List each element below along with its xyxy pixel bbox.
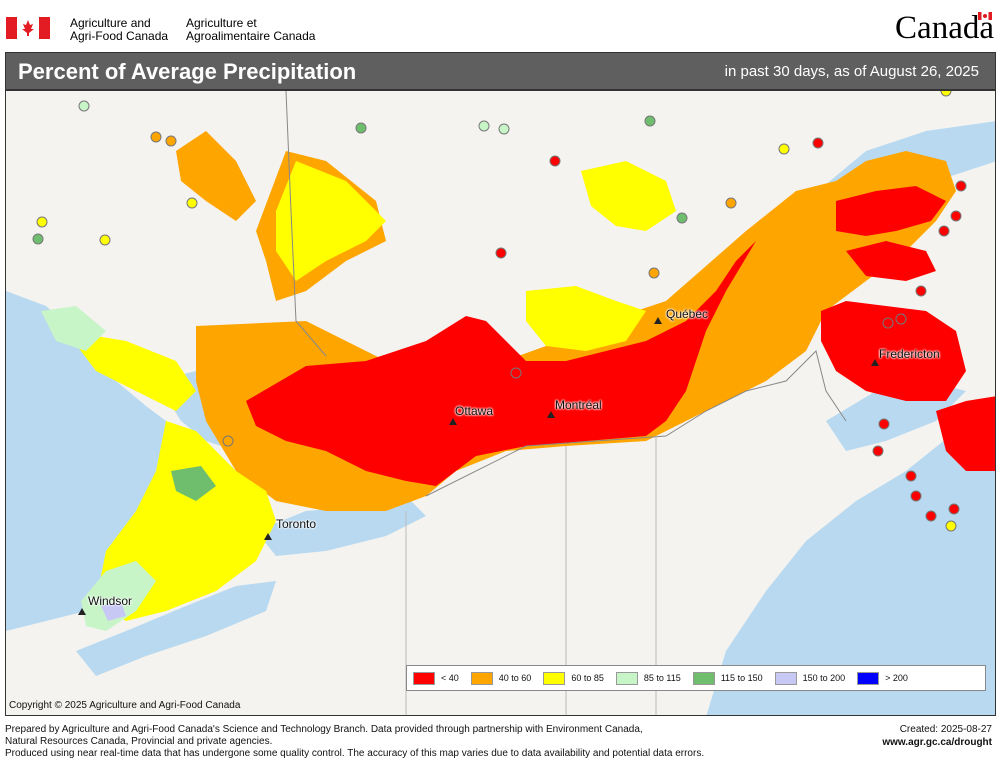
- zone-yellow-north3: [581, 161, 676, 231]
- fredericton-marker: [871, 359, 879, 366]
- atlantic-ocean: [706, 411, 995, 715]
- legend-swatch-60-85: [543, 671, 566, 685]
- zone-lightgreen-bruce: [41, 306, 106, 351]
- legend-label: 115 to 150: [720, 673, 763, 683]
- quebec-marker: [654, 317, 662, 324]
- footer-line1: Prepared by Agriculture and Agri-Food Ca…: [5, 724, 643, 735]
- city-label-fredericton: Fredericton: [879, 347, 940, 361]
- station-dots: [32, 91, 967, 532]
- legend-swatch-150-200: [774, 671, 797, 685]
- legend-item: 150 to 200: [774, 671, 846, 685]
- legend-swatch-115-150: [692, 671, 715, 685]
- montreal-marker: [547, 411, 555, 418]
- legend-label: 85 to 115: [643, 673, 681, 683]
- city-label-ottawa: Ottawa: [455, 404, 494, 418]
- zone-yellow-bruce: [66, 331, 196, 411]
- zone-red-nova-scotia: [936, 396, 995, 471]
- org-en-line2: Agri-Food Canada: [70, 29, 169, 43]
- lake-ontario: [256, 501, 426, 556]
- legend-label: > 200: [885, 673, 908, 683]
- legend-item: 85 to 115: [615, 671, 681, 685]
- map-legend: < 40 40 to 60 60 to 85 85 to 115 115 to …: [406, 665, 986, 691]
- legend-item: > 200: [857, 671, 908, 685]
- title-bar: Percent of Average Precipitation in past…: [5, 52, 996, 90]
- zone-orange-north1: [176, 131, 256, 221]
- org-fr-line2: Agroalimentaire Canada: [186, 29, 316, 43]
- legend-item: < 40: [413, 671, 459, 685]
- org-fr-line1: Agriculture et: [186, 16, 257, 30]
- precipitation-map: Québec Fredericton Ottawa Montréal Toron…: [5, 90, 996, 716]
- lake-michigan: [6, 421, 66, 621]
- border-canada-us: [425, 350, 847, 497]
- zone-red-eastern-ontario-quebec: [246, 241, 756, 486]
- footer-notes: Prepared by Agriculture and Agri-Food Ca…: [5, 724, 765, 760]
- zone-red-gaspe: [836, 186, 946, 236]
- zone-lightgreen-windsor: [81, 561, 156, 631]
- legend-item: 40 to 60: [470, 671, 532, 685]
- map-subtitle: in past 30 days, as of August 26, 2025: [724, 63, 979, 80]
- legend-label: 40 to 60: [498, 673, 532, 683]
- footer: Prepared by Agriculture and Agri-Food Ca…: [5, 720, 996, 764]
- org-name-french: Agriculture et Agroalimentaire Canada: [186, 17, 315, 43]
- legend-item: 60 to 85: [543, 671, 604, 685]
- zone-yellow-north: [276, 161, 386, 281]
- header: Agriculture and Agri-Food Canada Agricul…: [0, 0, 1004, 50]
- drought-url-link[interactable]: www.agr.gc.ca/drought: [882, 737, 992, 748]
- lake-erie: [76, 581, 276, 676]
- zone-lavender-windsor: [101, 601, 126, 621]
- canada-wordmark: Canada: [895, 10, 994, 46]
- map-title: Percent of Average Precipitation: [18, 59, 357, 84]
- zone-red-gaspe-south: [846, 241, 936, 281]
- created-date: Created: 2025-08-27: [899, 724, 992, 735]
- wordmark-flag-icon: [978, 12, 992, 20]
- city-label-montreal: Montréal: [555, 398, 602, 412]
- footer-line3: Produced using near real-time data that …: [5, 748, 705, 759]
- zone-green-huron: [171, 466, 216, 501]
- zone-yellow-quebec: [526, 286, 646, 351]
- legend-swatch-gt200: [857, 671, 880, 685]
- border-ontario-quebec: [285, 91, 327, 357]
- city-label-toronto: Toronto: [276, 517, 317, 531]
- footer-line2: Natural Resources Canada, Provincial and…: [5, 736, 273, 747]
- legend-label: 60 to 85: [571, 673, 604, 683]
- toronto-marker: [264, 533, 272, 540]
- legend-swatch-40-60: [470, 671, 493, 685]
- legend-label: < 40: [441, 673, 459, 683]
- map-canvas: [6, 91, 995, 715]
- windsor-marker: [78, 608, 86, 615]
- org-en-line1: Agriculture and: [70, 16, 151, 30]
- legend-item: 115 to 150: [692, 671, 763, 685]
- city-label-quebec: Québec: [666, 307, 709, 321]
- copyright-notice: Copyright © 2025 Agriculture and Agri-Fo…: [9, 700, 241, 711]
- zone-red-new-brunswick: [821, 301, 966, 401]
- legend-label: 150 to 200: [802, 673, 846, 683]
- canada-flag-icon: [6, 17, 50, 39]
- org-name-english: Agriculture and Agri-Food Canada: [70, 17, 168, 43]
- legend-swatch-lt40: [413, 671, 435, 685]
- city-label-windsor: Windsor: [88, 594, 133, 608]
- legend-swatch-85-115: [615, 671, 638, 685]
- ottawa-marker: [449, 418, 457, 425]
